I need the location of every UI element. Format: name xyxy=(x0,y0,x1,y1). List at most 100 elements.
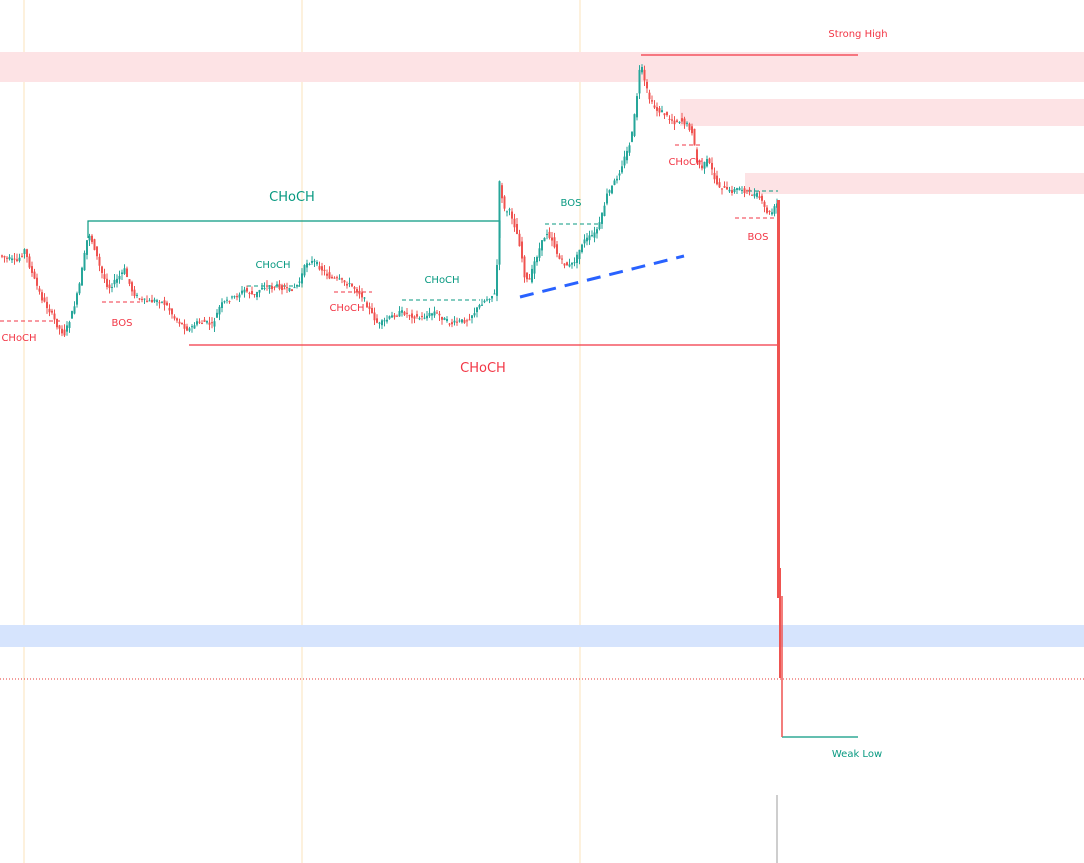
candle-body xyxy=(656,107,658,111)
candle-body xyxy=(723,186,726,188)
candle-body xyxy=(408,315,411,317)
candle-body xyxy=(161,301,163,303)
candle-body xyxy=(731,190,733,193)
candle-body xyxy=(478,305,481,308)
candle-body xyxy=(581,244,583,253)
candle-body xyxy=(388,316,391,319)
candle-body xyxy=(543,237,546,242)
candle-body xyxy=(38,288,41,292)
candle-body xyxy=(606,193,608,204)
candle-body xyxy=(453,320,456,323)
candle-body xyxy=(336,277,338,279)
candle-body xyxy=(321,266,323,271)
candle-body xyxy=(11,258,13,261)
candle-body xyxy=(541,240,543,251)
candle-body xyxy=(353,287,356,289)
candle-body xyxy=(33,271,36,279)
candle-body xyxy=(673,120,676,125)
candle-body xyxy=(111,286,113,288)
candle-body xyxy=(558,255,561,259)
candle-body xyxy=(261,287,263,290)
candle-body xyxy=(123,268,126,274)
candle-body xyxy=(623,156,626,166)
candle-body xyxy=(196,321,198,325)
candle-body xyxy=(143,298,146,300)
candle-body xyxy=(758,196,761,199)
candle-body xyxy=(651,100,653,102)
candle-body xyxy=(126,268,128,278)
candle-body xyxy=(363,297,366,299)
candle-body xyxy=(243,289,246,293)
candle-body xyxy=(83,252,86,271)
bos-mid-label: BOS xyxy=(561,198,582,209)
candle-body xyxy=(148,300,151,302)
candle-body xyxy=(298,281,301,283)
candle-body xyxy=(671,119,673,121)
candle-body xyxy=(578,249,581,260)
candle-body xyxy=(386,319,388,322)
candle-body xyxy=(756,193,758,197)
candle-body xyxy=(91,235,93,243)
candle-body xyxy=(61,328,63,334)
candle-body xyxy=(643,69,646,81)
candle-body xyxy=(603,205,606,216)
candle-body xyxy=(71,311,73,319)
candle-body xyxy=(221,302,223,308)
candle-body xyxy=(3,256,6,258)
candle-body xyxy=(113,279,116,285)
candle-body xyxy=(343,280,346,283)
candle-body xyxy=(468,319,471,321)
choch-major-bear-label: CHoCH xyxy=(460,361,506,376)
candle-body xyxy=(608,190,611,193)
candle-body xyxy=(338,278,341,280)
candle-body xyxy=(133,289,136,297)
candle-body xyxy=(51,310,53,313)
candle-body xyxy=(413,316,416,319)
candle-body xyxy=(48,308,51,313)
candle-body xyxy=(63,329,66,336)
candle-body xyxy=(696,149,698,163)
candle-body xyxy=(506,211,508,213)
strong-high-label: Strong High xyxy=(828,29,887,40)
candle-body xyxy=(156,300,158,302)
candle-body xyxy=(118,275,121,280)
candle-body xyxy=(618,173,621,176)
candle-body xyxy=(716,175,718,185)
candle-body xyxy=(393,315,396,318)
candle-body xyxy=(751,194,753,196)
candle-body xyxy=(173,316,176,319)
choch-right-label: CHoCH xyxy=(668,157,703,168)
candle-body xyxy=(423,317,426,319)
candle-body xyxy=(498,181,501,265)
candle-body xyxy=(306,263,308,268)
candle-body xyxy=(241,290,243,294)
candle-body xyxy=(486,299,488,301)
candle-body xyxy=(476,307,478,313)
bos-left-label: BOS xyxy=(112,318,133,329)
session-separators xyxy=(23,0,581,863)
candle-body xyxy=(251,291,253,295)
candle-body xyxy=(503,196,506,209)
candle-body xyxy=(276,284,278,287)
candle-body xyxy=(676,120,678,122)
candle-body xyxy=(368,306,371,309)
candle-body xyxy=(76,293,78,305)
candle-body xyxy=(303,265,306,276)
candle-body xyxy=(601,213,603,224)
candle-body xyxy=(561,258,563,260)
candle-body xyxy=(223,301,226,303)
candle-body xyxy=(536,257,538,263)
candle-body xyxy=(743,188,746,193)
candle-body xyxy=(331,276,333,279)
candle-body xyxy=(678,121,681,123)
candle-body xyxy=(736,188,738,190)
candle-body xyxy=(158,302,161,304)
candle-body xyxy=(376,318,378,323)
candle-body xyxy=(741,189,743,191)
candle-body xyxy=(18,257,21,261)
candle-body xyxy=(263,287,266,289)
candle-body xyxy=(293,287,296,289)
candle-body xyxy=(171,308,173,315)
candle-body xyxy=(566,262,568,266)
